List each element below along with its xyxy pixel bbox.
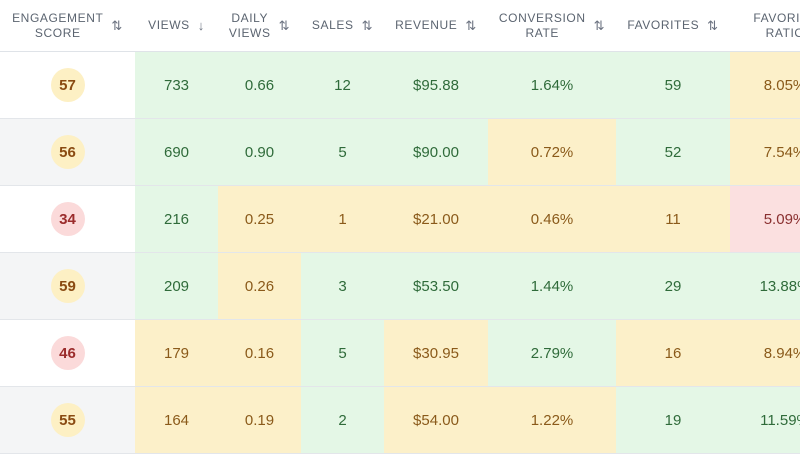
cell-views: 733 — [135, 52, 218, 118]
cell-sales: 12 — [301, 52, 384, 118]
column-header-daily-views[interactable]: DAILY VIEWS ⇅ — [218, 0, 301, 51]
sort-down-icon[interactable]: ↓ — [197, 18, 205, 33]
table-body: 577330.6612$95.881.64%598.05%566900.905$… — [0, 52, 800, 454]
cell-sales: 2 — [301, 387, 384, 453]
column-header-label-line: REVENUE — [395, 18, 458, 32]
column-header-label: DAILY VIEWS — [229, 11, 271, 41]
sort-both-icon[interactable]: ⇅ — [278, 18, 291, 33]
cell-favorites: 29 — [616, 253, 730, 319]
cell-revenue: $53.50 — [384, 253, 488, 319]
cell-daily-views: 0.16 — [218, 320, 301, 386]
column-header-label-line: VIEWS — [148, 18, 190, 32]
column-header-label-line: FAVORITES — [627, 18, 700, 32]
column-header-label: VIEWS — [148, 18, 190, 33]
cell-revenue: $54.00 — [384, 387, 488, 453]
sort-both-icon[interactable]: ⇅ — [111, 18, 123, 33]
column-header-label: REVENUE — [395, 18, 457, 33]
sort-both-icon[interactable]: ⇅ — [465, 18, 477, 33]
column-header-label-line: DAILY — [231, 10, 269, 25]
cell-views: 164 — [135, 387, 218, 453]
column-header-favorite-ratio[interactable]: FAVORITERATIO — [730, 0, 800, 51]
cell-sales: 3 — [301, 253, 384, 319]
column-header-views[interactable]: VIEWS ↓ — [135, 0, 218, 51]
column-header-label: FAVORITERATIO — [753, 11, 800, 41]
cell-daily-views: 0.19 — [218, 387, 301, 453]
cell-favorite-ratio: 5.09% — [730, 186, 800, 252]
score-badge: 46 — [50, 336, 85, 370]
cell-favorites: 52 — [616, 119, 730, 185]
cell-sales: 5 — [301, 119, 384, 185]
cell-conversion-rate: 0.72% — [488, 119, 616, 185]
cell-engagement-score: 55 — [0, 387, 135, 453]
cell-favorites: 59 — [616, 52, 730, 118]
column-header-conversion-rate[interactable]: CONVERSION RATE ⇅ — [488, 0, 616, 51]
cell-favorite-ratio: 11.59% — [730, 387, 800, 453]
cell-daily-views: 0.90 — [218, 119, 301, 185]
cell-views: 179 — [135, 320, 218, 386]
cell-daily-views: 0.25 — [218, 186, 301, 252]
cell-conversion-rate: 0.46% — [488, 186, 616, 252]
score-badge: 59 — [50, 269, 85, 303]
sort-both-icon[interactable]: ⇅ — [707, 18, 719, 33]
cell-engagement-score: 56 — [0, 119, 135, 185]
cell-favorite-ratio: 7.54% — [730, 119, 800, 185]
cell-conversion-rate: 1.44% — [488, 253, 616, 319]
column-header-label-line: SALES — [311, 18, 354, 32]
cell-revenue: $90.00 — [384, 119, 488, 185]
column-header-label: FAVORITES — [627, 18, 699, 33]
cell-favorite-ratio: 13.88% — [730, 253, 800, 319]
cell-favorite-ratio: 8.94% — [730, 320, 800, 386]
cell-engagement-score: 34 — [0, 186, 135, 252]
column-header-label-line: VIEWS — [228, 25, 271, 40]
cell-sales: 5 — [301, 320, 384, 386]
cell-engagement-score: 59 — [0, 253, 135, 319]
cell-conversion-rate: 1.64% — [488, 52, 616, 118]
sort-both-icon[interactable]: ⇅ — [361, 18, 374, 33]
column-header-engagement-score[interactable]: ENGAGEMENT SCORE ⇅ — [0, 0, 135, 51]
column-header-label-line: RATIO — [765, 25, 800, 40]
cell-favorite-ratio: 8.05% — [730, 52, 800, 118]
column-header-label: ENGAGEMENT SCORE — [12, 11, 103, 41]
table-header: ENGAGEMENT SCORE ⇅ VIEWS ↓ DAILY VIEWS ⇅ SALES ⇅ R… — [0, 0, 800, 52]
column-header-label: CONVERSION RATE — [499, 11, 586, 41]
column-header-sales[interactable]: SALES ⇅ — [301, 0, 384, 51]
cell-revenue: $95.88 — [384, 52, 488, 118]
cell-revenue: $21.00 — [384, 186, 488, 252]
column-header-label-line: ENGAGEMENT — [12, 10, 104, 25]
cell-sales: 1 — [301, 186, 384, 252]
score-badge: 57 — [50, 68, 85, 102]
column-header-label-line: RATE — [525, 25, 559, 40]
cell-engagement-score: 57 — [0, 52, 135, 118]
cell-favorites: 19 — [616, 387, 730, 453]
cell-engagement-score: 46 — [0, 320, 135, 386]
column-header-label-line: FAVORITE — [753, 10, 800, 25]
cell-views: 209 — [135, 253, 218, 319]
column-header-favorites[interactable]: FAVORITES ⇅ — [616, 0, 730, 51]
column-header-revenue[interactable]: REVENUE ⇅ — [384, 0, 488, 51]
cell-conversion-rate: 2.79% — [488, 320, 616, 386]
cell-daily-views: 0.26 — [218, 253, 301, 319]
score-badge: 55 — [50, 403, 85, 437]
sort-both-icon[interactable]: ⇅ — [593, 18, 606, 33]
score-badge: 56 — [50, 135, 85, 169]
cell-favorites: 11 — [616, 186, 730, 252]
cell-daily-views: 0.66 — [218, 52, 301, 118]
column-header-label-line: SCORE — [34, 25, 81, 40]
cell-conversion-rate: 1.22% — [488, 387, 616, 453]
cell-views: 690 — [135, 119, 218, 185]
cell-views: 216 — [135, 186, 218, 252]
cell-favorites: 16 — [616, 320, 730, 386]
column-header-label: SALES — [312, 18, 354, 33]
column-header-label-line: CONVERSION — [498, 10, 586, 25]
score-badge: 34 — [50, 202, 85, 236]
cell-revenue: $30.95 — [384, 320, 488, 386]
